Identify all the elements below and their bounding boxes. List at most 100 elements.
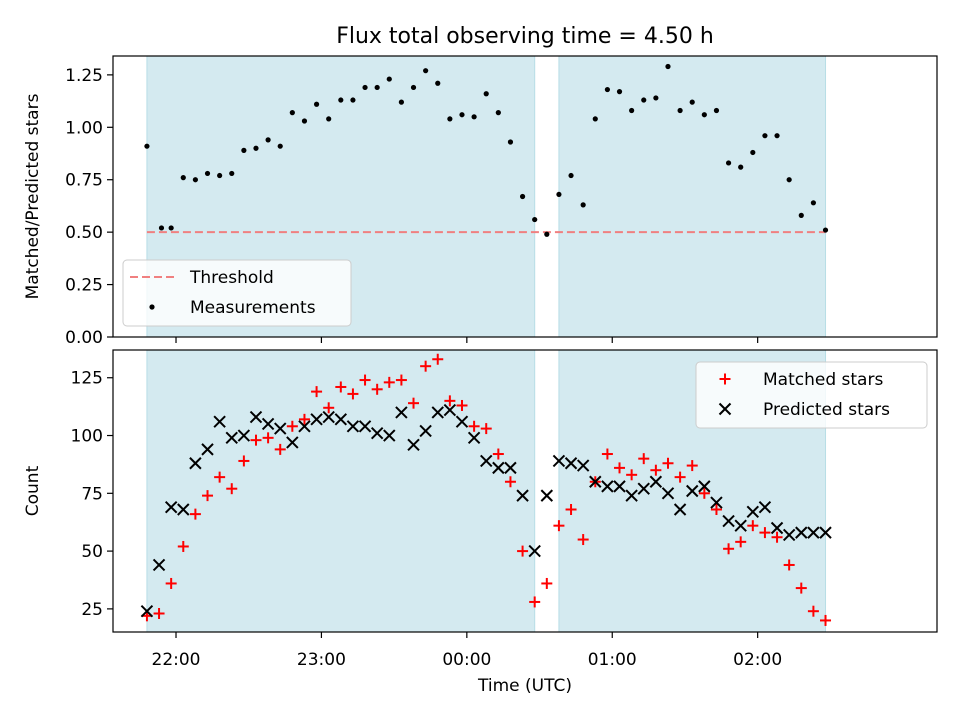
matched-star-point xyxy=(747,520,759,532)
cross-stroke-b xyxy=(298,420,311,433)
cross-stroke-b xyxy=(576,459,590,472)
observing-window xyxy=(146,349,536,633)
cross-stroke-b xyxy=(225,431,238,445)
top-x-ticks xyxy=(175,337,759,343)
measurement-point xyxy=(677,107,683,114)
matched-star-point xyxy=(359,374,371,386)
cross-stroke-b xyxy=(201,443,214,456)
legend-predicted-marker xyxy=(718,402,732,416)
x-tick-label: 02:00 xyxy=(733,650,782,670)
cross-stroke-b xyxy=(795,526,808,539)
matched-star-point xyxy=(553,520,565,532)
measurement-point xyxy=(592,116,598,122)
measurement-point xyxy=(289,110,295,116)
predicted-star-point xyxy=(746,505,760,519)
predicted-star-point xyxy=(443,403,457,417)
measurement-point xyxy=(689,99,695,105)
predicted-star-point xyxy=(576,459,590,472)
measurement-point xyxy=(158,225,165,231)
cross-stroke-b xyxy=(189,457,202,470)
measurement-point xyxy=(374,84,380,91)
matched-star-point xyxy=(541,577,553,589)
y-tick-label: 75 xyxy=(81,484,103,504)
predicted-star-point xyxy=(661,487,675,500)
cross-stroke-b xyxy=(589,475,602,488)
y-tick-label: 0.25 xyxy=(65,276,103,296)
top-legend-box xyxy=(122,259,352,327)
matched-star-point xyxy=(238,455,250,467)
matched-star-point xyxy=(480,423,492,435)
predicted-star-point xyxy=(395,406,408,419)
predicted-star-point xyxy=(346,420,360,433)
matched-star-point xyxy=(504,476,516,488)
matched-star-point xyxy=(202,490,214,502)
cross-stroke-b xyxy=(310,413,323,426)
legend-measurements-swatch xyxy=(149,304,155,310)
measurement-point xyxy=(350,97,356,103)
matched-star-point xyxy=(723,543,735,555)
legend-measurements-label: Measurements xyxy=(190,298,316,318)
cross-stroke-b xyxy=(286,436,299,449)
matched-star-point xyxy=(735,536,747,548)
predicted-star-point xyxy=(140,604,154,618)
measurement-point xyxy=(762,133,768,139)
matched-star-point xyxy=(638,453,650,465)
measurement-point xyxy=(544,231,550,237)
measurement-point xyxy=(798,212,804,218)
matched-star-point xyxy=(165,577,177,589)
y-tick-label: 1.25 xyxy=(65,66,103,86)
predicted-star-point xyxy=(819,526,832,539)
measurement-point xyxy=(701,112,707,118)
measurement-point xyxy=(229,170,235,177)
x-axis-label: Time (UTC) xyxy=(477,676,572,696)
y-tick-label: 0.50 xyxy=(65,223,103,243)
measurement-point xyxy=(568,172,574,179)
cross-stroke-b xyxy=(637,482,650,495)
matched-star-point xyxy=(395,374,407,386)
measurement-point xyxy=(168,225,174,231)
predicted-star-point xyxy=(383,429,396,442)
predicted-star-point xyxy=(649,475,663,488)
matched-star-point xyxy=(759,527,771,539)
matched-star-point xyxy=(420,360,432,372)
measurement-point xyxy=(786,177,792,183)
predicted-star-point xyxy=(177,503,190,516)
legend-predicted-swatch xyxy=(718,402,732,416)
predicted-star-point xyxy=(455,415,469,428)
measurement-point xyxy=(277,143,283,149)
predicted-star-point xyxy=(310,413,323,426)
measurement-point xyxy=(532,216,538,223)
matched-star-point xyxy=(577,534,589,546)
measurement-point xyxy=(738,164,744,170)
measurement-point xyxy=(326,116,332,122)
predicted-star-point xyxy=(613,480,626,493)
cross-stroke-b xyxy=(819,526,832,539)
predicted-star-point xyxy=(286,436,299,449)
chart-title: Flux total observing time = 4.50 h xyxy=(336,24,714,49)
matched-star-point xyxy=(262,432,274,444)
cross-stroke-b xyxy=(334,413,348,426)
matched-star-point xyxy=(347,388,359,400)
cross-stroke-b xyxy=(164,500,178,514)
top-panel: 0.00 0.25 0.50 0.75 1.00 1.25 Matched/Predict… xyxy=(23,55,938,348)
x-tick-label: 23:00 xyxy=(297,650,346,670)
top-panel-frame xyxy=(112,55,938,338)
legend-predicted-label: Predicted stars xyxy=(763,400,890,420)
x-tick-label: 00:00 xyxy=(442,650,491,670)
cross-stroke-b xyxy=(504,461,517,475)
cross-stroke-b xyxy=(467,431,481,445)
measurement-point xyxy=(604,86,611,93)
measurement-point xyxy=(447,116,453,122)
top-legend: Threshold Measurements xyxy=(122,259,352,327)
y-tick-label: 0.00 xyxy=(65,328,103,348)
matched-star-point xyxy=(698,487,710,499)
cross-stroke-b xyxy=(564,457,578,470)
predicted-star-point xyxy=(637,482,650,495)
y-tick-label: 0.75 xyxy=(65,171,103,191)
matched-star-point xyxy=(408,397,420,409)
cross-stroke-b xyxy=(758,500,772,514)
measurement-point xyxy=(556,191,562,198)
predicted-star-point xyxy=(249,410,263,424)
measurement-point xyxy=(495,110,501,116)
predicted-star-point xyxy=(758,500,772,514)
